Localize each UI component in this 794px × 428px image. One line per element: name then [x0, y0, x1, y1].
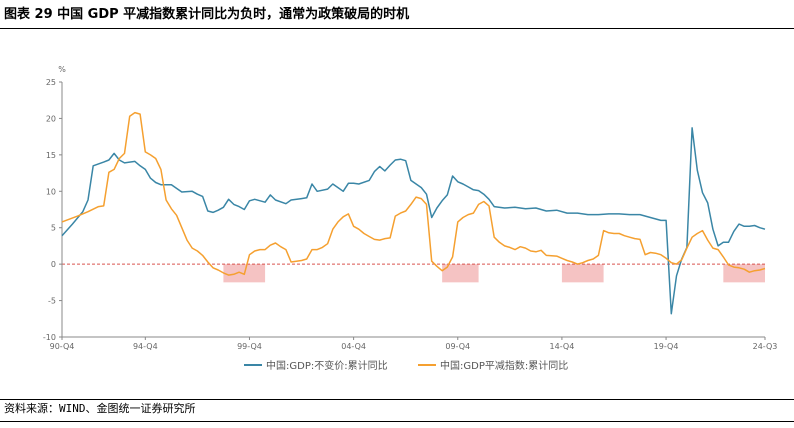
y-tick-label: 25 — [46, 78, 56, 87]
y-tick-label: 20 — [46, 114, 56, 123]
gdp-deflator-chart: -10 -5 0 5 10 15 20 25% 90-Q4 94-Q4 99-Q4 04-Q4 09-Q… — [43, 65, 778, 351]
legend-item-gdp-deflator: 中国:GDP平减指数:累计同比 — [418, 357, 568, 372]
title-divider — [0, 28, 794, 29]
legend-label-gdp-real: 中国:GDP:不变价:累计同比 — [266, 361, 388, 372]
source-note: 资料来源：WIND、金图统一证券研究所 — [4, 402, 196, 415]
series-line-gdp-real — [61, 127, 766, 315]
y-tick-label: 5 — [51, 224, 56, 233]
x-tick-label: 24-Q3 — [753, 342, 778, 351]
legend-swatch-gdp-deflator — [418, 363, 436, 366]
chart-legend: 中国:GDP:不变价:累计同比 中国:GDP平减指数:累计同比 — [0, 357, 794, 372]
y-tick-label: 15 — [46, 151, 56, 160]
legend-swatch-gdp-real — [244, 363, 262, 366]
series-line-gdp-deflator — [61, 111, 766, 276]
x-tick-label: 19-Q4 — [654, 342, 679, 351]
negative-period-highlight-2 — [442, 264, 479, 283]
negative-period-highlight-3 — [561, 264, 604, 283]
negative-period-highlight-4 — [723, 264, 765, 283]
x-tick-label: 09-Q4 — [445, 342, 470, 351]
x-tick-label: 90-Q4 — [50, 342, 75, 351]
bottom-divider — [0, 421, 794, 422]
x-tick-label: 99-Q4 — [237, 342, 262, 351]
y-tick-label: -5 — [48, 297, 56, 306]
figure-title: 图表 29 中国 GDP 平减指数累计同比为负时，通常为政策破局的时机 — [4, 7, 410, 22]
y-tick-label: 10 — [46, 187, 56, 196]
x-tick-label: 14-Q4 — [550, 342, 575, 351]
legend-label-gdp-deflator: 中国:GDP平减指数:累计同比 — [440, 361, 569, 372]
x-tick-label: 94-Q4 — [133, 342, 158, 351]
y-axis-unit-label: % — [58, 65, 66, 74]
y-tick-label: -10 — [43, 333, 56, 342]
x-tick-label: 04-Q4 — [341, 342, 366, 351]
source-divider — [0, 399, 794, 400]
legend-item-gdp-real: 中国:GDP:不变价:累计同比 — [244, 357, 388, 372]
y-tick-label: 0 — [51, 260, 56, 269]
